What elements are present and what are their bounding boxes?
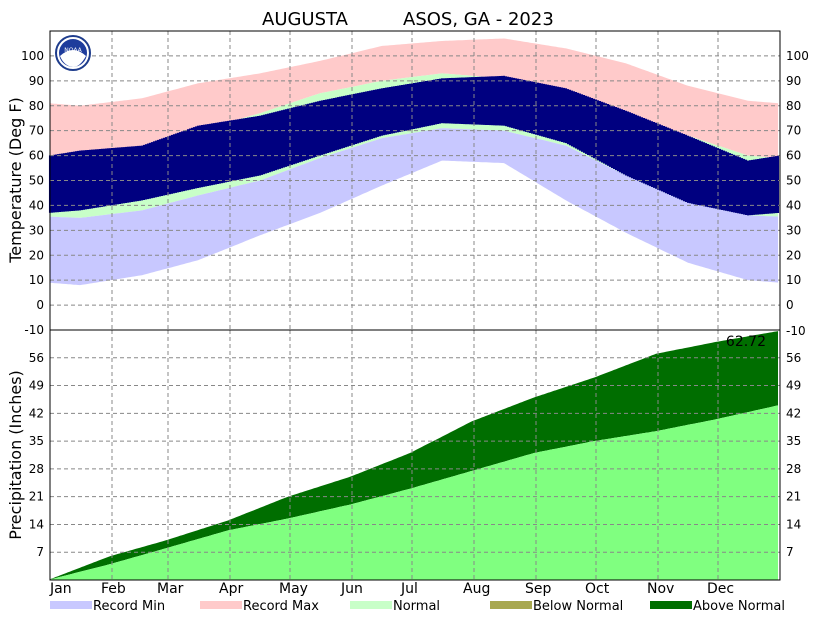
precipitation-tick-left: 42 <box>29 406 44 420</box>
temperature-tick-left: 0 <box>36 298 44 312</box>
temperature-grid <box>49 31 780 330</box>
temperature-tick-left: 10 <box>29 273 44 287</box>
observed-temperature-series <box>48 75 780 216</box>
temperature-tick-right: 0 <box>786 298 794 312</box>
noaa-logo-text: NOAA <box>64 47 82 54</box>
precipitation-axis-label: Precipitation (Inches) <box>6 370 25 540</box>
legend-label: Below Normal <box>533 599 623 614</box>
noaa-logo: NOAA <box>55 35 91 71</box>
temperature-tick-left: 60 <box>29 149 44 163</box>
temperature-tick-right: 30 <box>786 223 801 237</box>
precipitation-tick-left: 7 <box>36 545 44 559</box>
precipitation-total-annotation: 62.72 <box>726 334 766 350</box>
precipitation-tick-left: 56 <box>29 351 44 365</box>
legend-label: Record Max <box>243 599 319 614</box>
temperature-tick-right: 100 <box>786 49 809 63</box>
chart-title-location: AUGUSTA <box>262 9 349 30</box>
precipitation-tick-left: 49 <box>29 379 44 393</box>
precipitation-tick-right: 56 <box>786 351 801 365</box>
month-label: Aug <box>463 581 490 597</box>
temperature-tick-right: 70 <box>786 124 801 138</box>
temperature-tick-left: 70 <box>29 124 44 138</box>
temperature-tick-right: 90 <box>786 74 801 88</box>
legend-label: Above Normal <box>693 599 785 614</box>
temperature-tick-left: 30 <box>29 223 44 237</box>
precipitation-tick-left: 28 <box>29 462 44 476</box>
temperature-tick-left: 80 <box>29 99 44 113</box>
precipitation-tick-right: 49 <box>786 379 801 393</box>
month-label: Jun <box>340 581 363 597</box>
legend-swatch <box>490 601 532 609</box>
temperature-panel: 0 0 10 10 20 20 30 30 40 40 50 50 60 60 70 70 80 80 90 90 10… <box>21 30 809 337</box>
month-label: Sep <box>525 581 552 597</box>
legend-swatch <box>350 601 392 609</box>
month-label: Jan <box>49 581 72 597</box>
month-label: Dec <box>707 581 734 597</box>
precipitation-tick-left: 35 <box>29 434 44 448</box>
temperature-tick-right: 40 <box>786 198 801 212</box>
legend: Record Min Record Max Normal Below Normal Ab… <box>50 599 785 614</box>
precipitation-tick-right: -10 <box>786 324 806 338</box>
month-label: Mar <box>157 581 184 597</box>
temperature-tick-left: 100 <box>21 49 44 63</box>
temperature-axis-label: Temperature (Deg F) <box>6 97 25 264</box>
month-axis: Jan Feb Mar Apr May Jun Jul Aug Sep Oct Nov Dec <box>49 581 734 597</box>
month-label: Oct <box>585 581 610 597</box>
month-label: Feb <box>101 581 126 597</box>
temperature-tick-right: 80 <box>786 99 801 113</box>
precipitation-tick-right: 7 <box>786 545 794 559</box>
month-label: Jul <box>400 581 418 597</box>
precipitation-tick-left: 21 <box>29 490 44 504</box>
precipitation-frame <box>49 329 781 581</box>
precipitation-grid <box>49 330 780 580</box>
precipitation-panel: 7 7 14 14 21 21 28 28 35 35 42 42 49 49 56 56 -10 62.72 <box>29 324 806 581</box>
temperature-tick-left: -10 <box>24 323 44 337</box>
precipitation-tick-right: 35 <box>786 434 801 448</box>
temperature-tick-left: 20 <box>29 248 44 262</box>
precipitation-tick-right: 14 <box>786 517 801 531</box>
temperature-tick-left: 40 <box>29 198 44 212</box>
temperature-tick-right: 10 <box>786 273 801 287</box>
precipitation-tick-left: 14 <box>29 517 44 531</box>
temperature-tick-left: 50 <box>29 174 44 188</box>
month-label: May <box>279 581 308 597</box>
month-label: Apr <box>219 581 243 597</box>
precipitation-tick-right: 28 <box>786 462 801 476</box>
legend-label: Normal <box>393 599 440 614</box>
legend-swatch <box>650 601 692 609</box>
temperature-tick-left: 90 <box>29 74 44 88</box>
legend-label: Record Min <box>93 599 165 614</box>
temperature-tick-right: 20 <box>786 248 801 262</box>
precipitation-tick-right: 42 <box>786 406 801 420</box>
temperature-tick-right: 60 <box>786 149 801 163</box>
legend-swatch <box>200 601 242 609</box>
precipitation-tick-right: 21 <box>786 490 801 504</box>
temperature-tick-right: 50 <box>786 174 801 188</box>
month-label: Nov <box>647 581 674 597</box>
legend-swatch <box>50 601 92 609</box>
chart-title-station: ASOS, GA - 2023 <box>403 9 554 30</box>
